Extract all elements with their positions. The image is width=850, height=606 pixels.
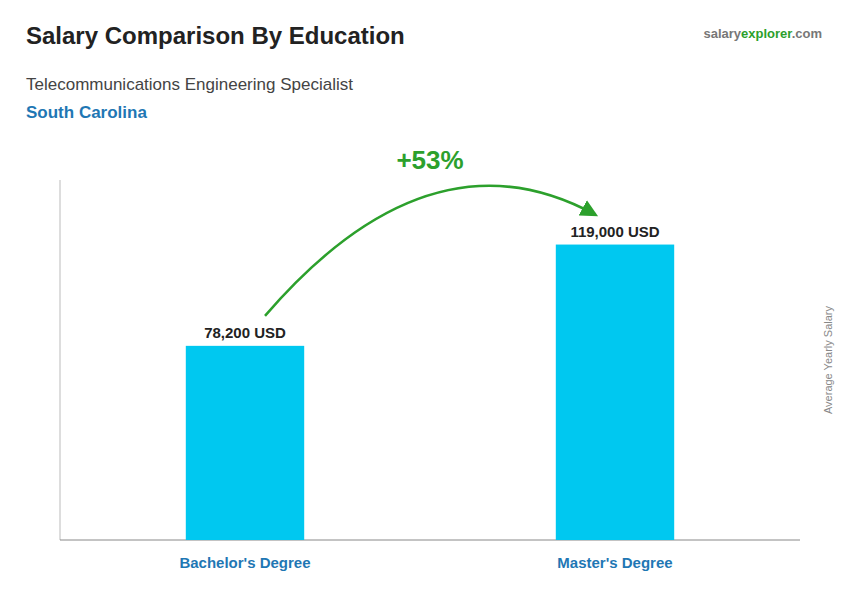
category-label: Bachelor's Degree: [179, 554, 310, 571]
subtitle: Telecommunications Engineering Specialis…: [26, 75, 353, 94]
pct-change: +53%: [396, 145, 463, 175]
category-label: Master's Degree: [557, 554, 672, 571]
brand-part: explorer: [741, 26, 792, 41]
y-axis-line: [60, 180, 61, 540]
brand-part: salary: [703, 26, 741, 41]
brand-part: .com: [792, 26, 822, 41]
bar: [556, 245, 674, 540]
location: South Carolina: [26, 103, 147, 122]
change-arrow: [265, 186, 595, 316]
y-axis-label: Average Yearly Salary: [822, 305, 834, 414]
bars: [186, 245, 674, 540]
bar: [186, 346, 304, 540]
data-label: 78,200 USD: [204, 324, 286, 341]
data-label: 119,000 USD: [570, 223, 659, 240]
title: Salary Comparison By Education: [26, 22, 405, 49]
brand: salaryexplorer.com: [703, 26, 822, 41]
chart: Salary Comparison By Education salaryexpl…: [0, 0, 850, 606]
x-axis-line: [60, 540, 800, 541]
